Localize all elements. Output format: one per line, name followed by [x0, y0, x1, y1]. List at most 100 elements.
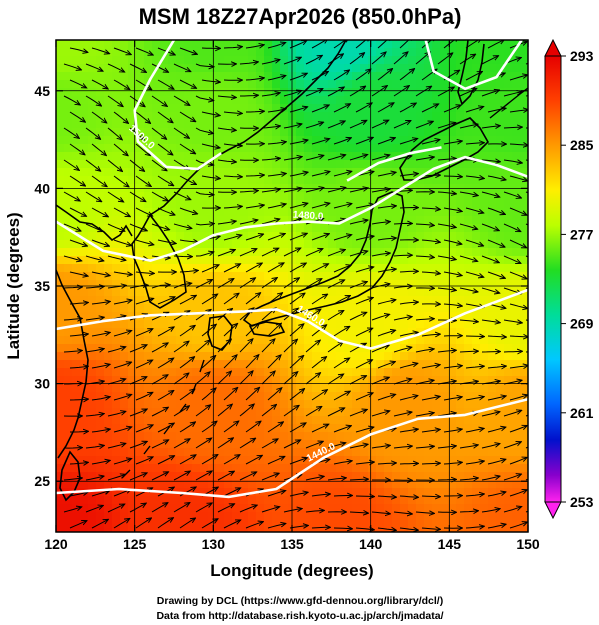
temperature-cell — [240, 80, 249, 89]
temperature-cell — [504, 168, 513, 177]
temperature-cell — [272, 256, 281, 265]
temperature-cell — [56, 328, 65, 337]
streamline-arrow — [377, 206, 396, 208]
temperature-cell — [176, 240, 185, 249]
temperature-cell — [408, 256, 417, 265]
temperature-cell — [136, 152, 145, 161]
temperature-cell — [368, 464, 377, 473]
temperature-cell — [256, 360, 265, 369]
streamline-arrow — [415, 86, 431, 97]
temperature-cell — [112, 232, 121, 241]
temperature-cell — [184, 496, 193, 505]
temperature-cell — [96, 424, 105, 433]
temperature-cell — [520, 512, 528, 521]
temperature-cell — [408, 504, 417, 513]
streamline-arrow — [129, 473, 147, 481]
temperature-cell — [432, 96, 441, 105]
temperature-cell — [88, 416, 97, 425]
temperature-cell — [384, 128, 393, 137]
temperature-cell — [368, 408, 377, 417]
streamline-arrow — [195, 372, 210, 385]
temperature-cell — [128, 504, 137, 513]
temperature-cell — [328, 112, 337, 121]
temperature-cell — [480, 112, 489, 121]
temperature-cell — [328, 128, 337, 137]
temperature-cell — [456, 208, 465, 217]
temperature-cell — [80, 40, 89, 49]
temperature-cell — [280, 56, 289, 65]
temperature-cell — [360, 448, 369, 457]
temperature-cell — [328, 392, 337, 401]
temperature-cell — [464, 328, 473, 337]
temperature-cell — [128, 416, 137, 425]
temperature-cell — [104, 368, 113, 377]
streamline-arrow — [377, 496, 396, 497]
temperature-cell — [336, 312, 345, 321]
temperature-cell — [416, 496, 425, 505]
temperature-cell — [72, 280, 81, 289]
temperature-cell — [496, 304, 505, 313]
temperature-cell — [120, 480, 129, 489]
streamline-arrow — [135, 518, 151, 529]
temperature-cell — [392, 360, 401, 369]
temperature-cell — [352, 424, 361, 433]
temperature-cell — [360, 472, 369, 481]
temperature-cell — [120, 424, 129, 433]
temperature-cell — [64, 216, 73, 225]
temperature-cell — [424, 128, 433, 137]
streamline-arrow — [465, 271, 483, 277]
streamline-arrow — [305, 510, 324, 512]
temperature-cell — [104, 512, 113, 521]
temperature-cell — [328, 200, 337, 209]
temperature-cell — [480, 400, 489, 409]
temperature-cell — [384, 512, 393, 521]
temperature-cell — [232, 240, 241, 249]
temperature-cell — [376, 144, 385, 153]
streamline-arrow — [377, 528, 396, 530]
temperature-cell — [184, 200, 193, 209]
streamline-arrow — [245, 45, 264, 48]
temperature-cell — [392, 480, 401, 489]
temperature-cell — [160, 216, 169, 225]
colorbar-top-arrow — [544, 38, 562, 57]
temperature-cell — [192, 72, 201, 81]
streamline-arrow — [135, 360, 152, 369]
streamline-arrow — [283, 124, 302, 129]
temperature-cell — [360, 320, 369, 329]
temperature-cell — [184, 472, 193, 481]
streamline-arrow — [173, 342, 189, 353]
temperature-cell — [264, 224, 273, 233]
temperature-cell — [64, 80, 73, 89]
temperature-cell — [104, 400, 113, 409]
temperature-cell — [472, 176, 481, 185]
temperature-cell — [72, 520, 81, 529]
temperature-cell — [432, 232, 441, 241]
temperature-cell — [232, 344, 241, 353]
streamline-arrow — [465, 40, 481, 49]
temperature-cell — [104, 408, 113, 417]
temperature-cell — [512, 312, 521, 321]
temperature-cell — [176, 176, 185, 185]
temperature-cell — [184, 368, 193, 377]
temperature-cell — [136, 432, 145, 441]
streamline-arrow — [355, 103, 372, 113]
temperature-cell — [376, 312, 385, 321]
temperature-cell — [120, 352, 129, 361]
temperature-cell — [112, 456, 121, 465]
streamline-arrow — [91, 207, 108, 217]
streamline-arrow — [173, 439, 190, 449]
temperature-cell — [312, 496, 321, 505]
temperature-cell — [264, 208, 273, 217]
y-tick-label: 40 — [34, 180, 50, 196]
temperature-cell — [264, 528, 273, 532]
temperature-cell — [128, 56, 137, 65]
streamline-arrow — [399, 396, 418, 401]
temperature-cell — [248, 480, 257, 489]
temperature-cell — [360, 160, 369, 169]
streamline-arrow — [195, 280, 212, 289]
temperature-cell — [424, 224, 433, 233]
temperature-cell — [352, 496, 361, 505]
temperature-cell — [264, 280, 273, 289]
temperature-cell — [200, 448, 209, 457]
temperature-cell — [184, 424, 193, 433]
